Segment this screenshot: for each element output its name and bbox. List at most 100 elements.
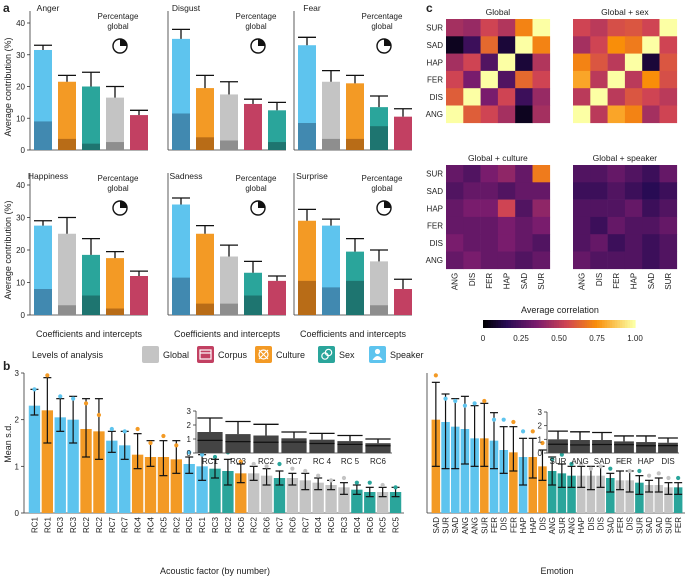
heatmap-cell (607, 70, 626, 89)
speaker-icon (372, 348, 383, 360)
max-point (264, 464, 269, 469)
panel-b-right: SAD SUR SAD ANG ANG SUR FER DIS FER HAP HAP DIS ANG S… (426, 373, 685, 576)
bar-corpus (244, 98, 262, 150)
bar-global (58, 216, 76, 315)
bar (673, 487, 683, 513)
inset-bar (337, 441, 363, 453)
bar (248, 473, 260, 513)
bar-intercepts (82, 295, 100, 315)
inset-y-tick-label: 0 (187, 449, 192, 458)
x-tick-label: DIS (587, 517, 596, 530)
heatmap-cell (659, 165, 678, 183)
y-tick-label: 0 (21, 311, 26, 320)
x-tick-label: SAD (432, 517, 441, 534)
colorbar-segment (495, 320, 499, 328)
bar-rc3 (338, 475, 350, 513)
corpus-icon-box (199, 349, 212, 360)
x-tick-label: SUR (664, 517, 673, 534)
max-point (550, 457, 555, 462)
pie-slice-global (384, 39, 391, 46)
bar-culture (58, 74, 76, 150)
colorbar-segment (498, 320, 502, 328)
max-point (569, 461, 574, 467)
x-tick-label: RC7 (275, 516, 284, 533)
heatmap-col-label: SUR (537, 273, 546, 290)
inset-x-tick-label: RC7 (286, 457, 303, 466)
max-point (520, 429, 526, 434)
bar-rc4 (351, 480, 363, 513)
colorbar-segment (505, 320, 509, 328)
colorbar-segment (541, 320, 545, 328)
y-tick-label: 30 (16, 51, 25, 60)
legend-label: Culture (276, 350, 305, 360)
heatmap-cell (642, 36, 660, 54)
heatmap-cell (624, 19, 643, 37)
bar-intercepts (298, 123, 316, 150)
x-axis-label: Coefficients and intercepts (174, 329, 280, 339)
pie-label-line-1: Percentage (98, 174, 139, 183)
bar-coefficients (268, 280, 286, 315)
bar-rc7 (119, 429, 131, 513)
colorbar-segment (581, 320, 585, 328)
max-point (393, 485, 398, 490)
heatmap-cell (659, 251, 678, 270)
heatmap-cell (446, 53, 464, 72)
max-point (443, 396, 448, 401)
heatmap-cell (480, 234, 499, 252)
pie-slice-global (258, 39, 265, 46)
pie-label-line-1: Percentage (98, 12, 139, 21)
x-tick-label: ANG (568, 517, 577, 534)
heatmap-cell (659, 70, 678, 89)
heatmap-global-sex: Global + sex (573, 7, 678, 124)
max-point (277, 461, 282, 467)
bar-rc1 (41, 373, 54, 513)
heatmap-col-label: SUR (664, 273, 673, 290)
heatmap-cell (642, 105, 660, 124)
colorbar-tick-label: 0.50 (551, 334, 567, 343)
colorbar-segment (589, 320, 593, 328)
colorbar-segment (548, 320, 552, 328)
bar (596, 475, 605, 513)
heatmap-cell (642, 19, 660, 37)
heatmap-cell (515, 251, 533, 270)
x-tick-label: RC5 (185, 516, 194, 533)
bar-dis (499, 417, 508, 513)
bar-coefficients (130, 115, 148, 150)
max-point (472, 401, 477, 406)
max-point (559, 452, 564, 457)
x-tick-label: RC6 (288, 516, 297, 533)
heatmap-cell (532, 234, 551, 252)
heatmap-title: Global + speaker (593, 153, 658, 163)
bar-rc6 (286, 466, 299, 513)
heatmap-cell (607, 199, 626, 218)
bar (567, 475, 576, 513)
x-tick-label: ANG (461, 517, 470, 534)
inset-bar-rc5 (337, 434, 363, 453)
heatmap-cell (480, 70, 499, 89)
heatmap-col-label: SAD (647, 273, 656, 290)
x-tick-label: RC6 (366, 516, 375, 533)
heatmap-cell (607, 165, 626, 183)
sex-icon (321, 348, 333, 360)
heatmap-row-label: SUR (426, 170, 443, 179)
max-point (251, 461, 256, 467)
heatmap-row-label: ANG (426, 256, 443, 265)
bar-hap (528, 429, 538, 513)
colorbar-segment (515, 320, 520, 328)
colorbar-segment (503, 320, 507, 328)
bar-intercepts (346, 138, 364, 150)
x-tick-label: RC4 (147, 516, 156, 533)
bar-global (370, 249, 388, 315)
bar-coefficients (394, 289, 412, 315)
colorbar-segment (607, 320, 611, 328)
bar-intercepts (322, 287, 340, 315)
legend-label: Global (163, 350, 189, 360)
heatmap-cell (624, 105, 643, 124)
x-tick-label: SUR (635, 517, 644, 534)
bar (644, 485, 654, 513)
panel-label-b: b (3, 359, 10, 373)
legend-swatch (369, 346, 386, 363)
inset-bar (548, 439, 568, 453)
heatmap-cell (532, 251, 551, 270)
subplot-title: Happiness (28, 171, 68, 181)
